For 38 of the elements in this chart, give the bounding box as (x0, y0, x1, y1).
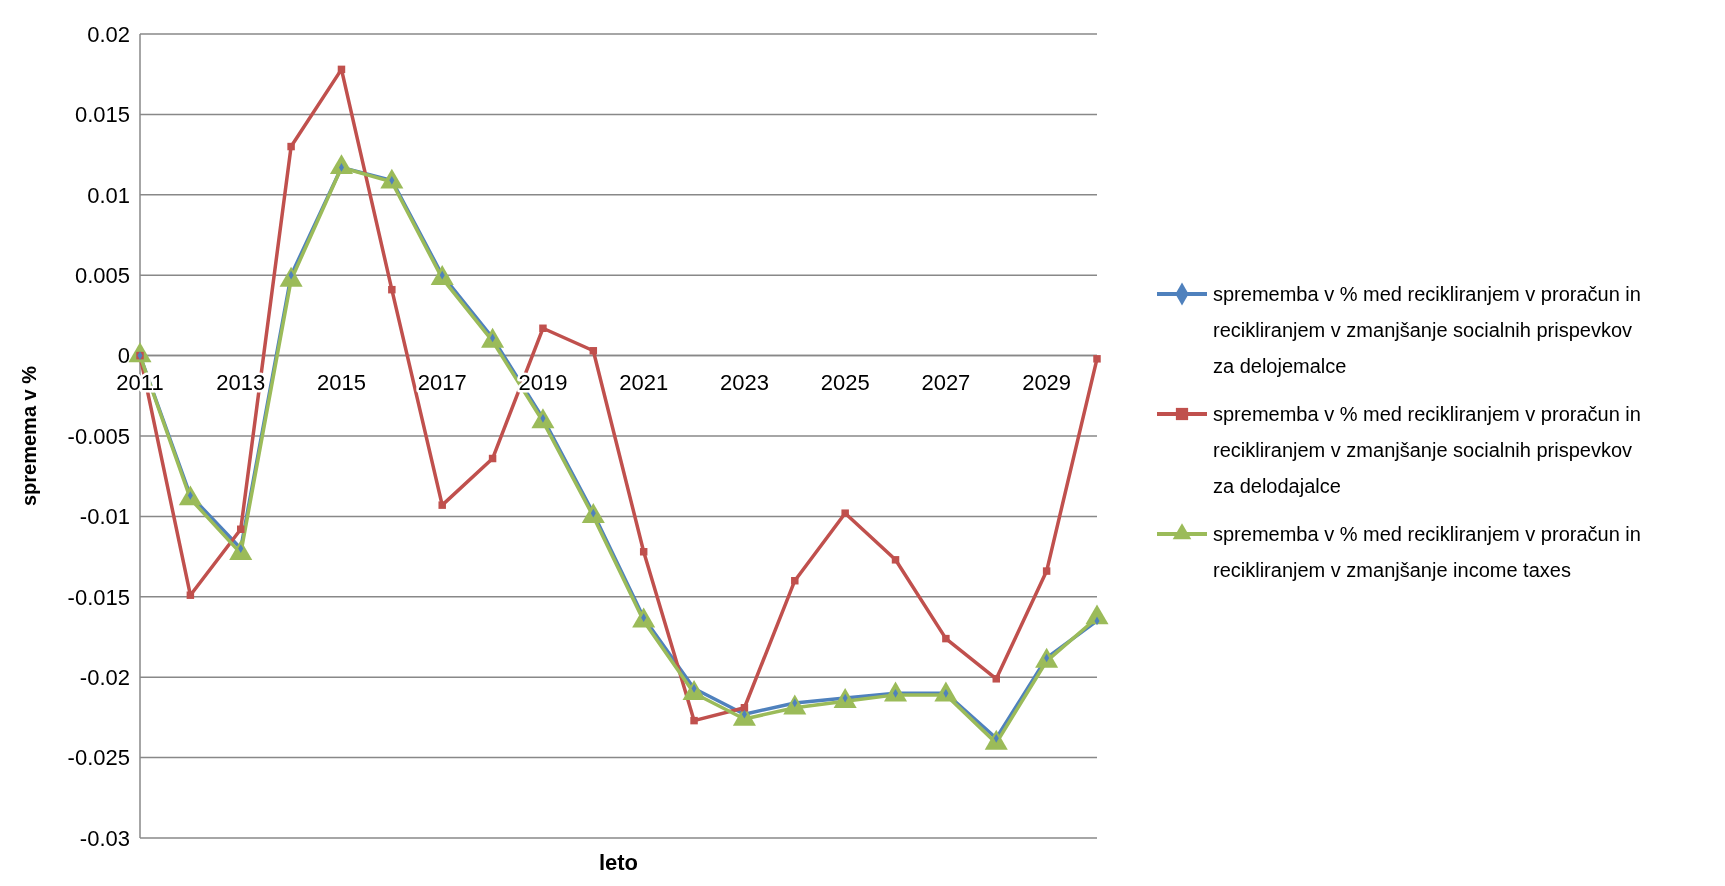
x-axis-title: leto (598, 850, 639, 875)
point (1093, 355, 1101, 363)
x-tick-label: 2027 (921, 369, 971, 395)
x-tick-label: 2025 (820, 369, 870, 395)
point (690, 716, 698, 725)
point (388, 285, 396, 294)
x-tick-label: 2023 (719, 369, 769, 395)
point (1042, 567, 1051, 575)
point (791, 576, 799, 585)
y-tick-label: -0.02 (79, 664, 130, 690)
point (639, 548, 648, 556)
y-tick-label: -0.03 (79, 825, 130, 851)
x-tick-label: 2015 (317, 369, 366, 395)
y-tick-label: -0.015 (67, 584, 130, 610)
y-tick-label: 0.005 (74, 262, 130, 288)
y-tick-label: 0 (117, 343, 130, 369)
point (438, 501, 446, 509)
legend-label: sprememba v % med recikliranjem v proračun in recikliranjem v zmanjšanje socialnih prispevkov za delodajalce (1213, 403, 1641, 497)
legend-label: sprememba v % med recikliranjem v proračun in recikliranjem v zmanjšanje income taxes (1213, 523, 1641, 581)
point (186, 591, 195, 599)
point (992, 675, 1000, 683)
legend-label: sprememba v % med recikliranjem v proračun in recikliranjem v zmanjšanje socialnih prispevkov za delojemalce (1213, 283, 1641, 377)
y-tick-label: 0.02 (87, 21, 130, 47)
y-tick-label: -0.025 (67, 745, 130, 771)
point (589, 347, 598, 355)
y-tick-label: 0.01 (87, 182, 130, 208)
point (539, 324, 547, 333)
point (841, 509, 849, 517)
x-tick-label: 2021 (619, 369, 669, 395)
y-tick-label: -0.01 (79, 504, 130, 530)
x-tick-label: 2017 (417, 369, 467, 395)
point (287, 142, 295, 151)
point (891, 556, 900, 564)
y-axis-title: spremema v % (18, 365, 40, 507)
y-tick-label: -0.005 (67, 423, 130, 449)
y-tick-label: 0.015 (74, 102, 130, 128)
point (942, 634, 950, 643)
x-tick-label: 2029 (1022, 369, 1072, 395)
